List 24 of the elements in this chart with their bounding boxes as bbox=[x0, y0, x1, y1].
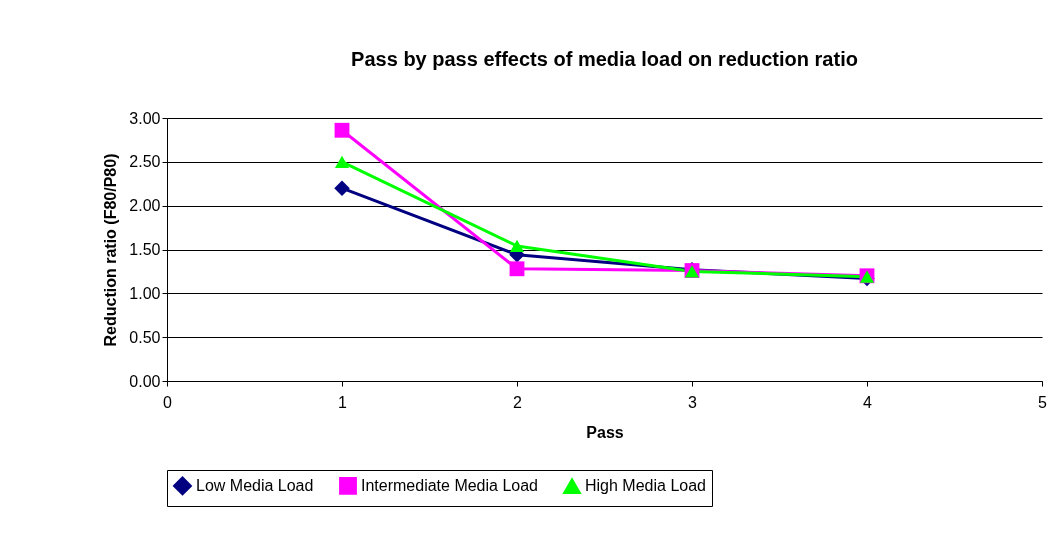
y-tick-label: 3.00 bbox=[129, 109, 161, 127]
x-tick-label: 5 bbox=[1038, 393, 1048, 411]
point bbox=[509, 261, 525, 277]
legend-label: Intermediate Media Load bbox=[361, 476, 538, 494]
y-tick-label: 2.00 bbox=[129, 197, 161, 215]
x-tick-label: 1 bbox=[338, 393, 348, 411]
point bbox=[509, 239, 525, 253]
chart-title: Pass by pass effects of media load on reduction ratio bbox=[351, 48, 858, 70]
point bbox=[334, 122, 350, 138]
y-axis-title: Reduction ratio (F80/P80) bbox=[102, 153, 120, 347]
x-axis-title: Pass bbox=[586, 423, 624, 441]
y-tick-label: 0.00 bbox=[129, 372, 161, 390]
y-tick-label: 1.00 bbox=[129, 284, 161, 302]
x-tick-label: 0 bbox=[163, 393, 173, 411]
y-tick-label: 2.50 bbox=[129, 153, 161, 171]
x-tick-label: 3 bbox=[688, 393, 698, 411]
x-tick-label: 4 bbox=[863, 393, 873, 411]
point bbox=[334, 155, 350, 168]
legend-label: Low Media Load bbox=[196, 476, 314, 494]
y-tick-label: 0.50 bbox=[129, 328, 161, 346]
legend-label: High Media Load bbox=[585, 477, 706, 495]
point bbox=[334, 180, 350, 196]
y-tick-label: 1.50 bbox=[129, 241, 161, 258]
x-tick-label: 2 bbox=[513, 393, 523, 411]
